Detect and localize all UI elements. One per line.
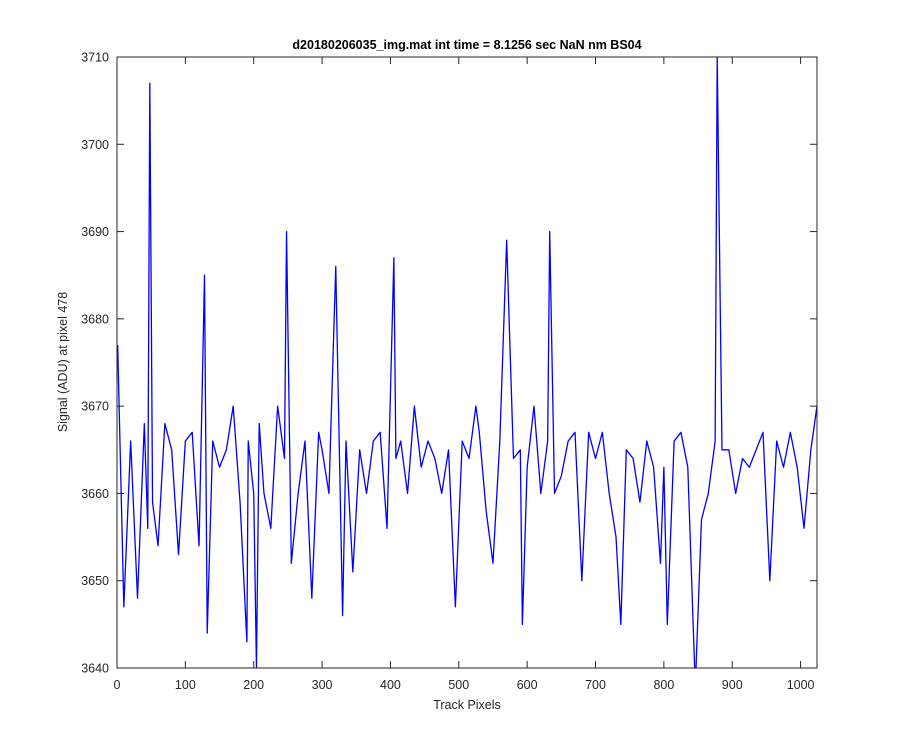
y-tick-label: 3650 [81, 574, 109, 588]
x-tick-label: 600 [517, 678, 538, 692]
x-tick-label: 800 [653, 678, 674, 692]
y-tick-label: 3710 [81, 51, 109, 65]
x-tick-label: 200 [243, 678, 264, 692]
x-tick-label: 1000 [787, 678, 815, 692]
y-tick-label: 3670 [81, 400, 109, 414]
x-tick-label: 100 [175, 678, 196, 692]
x-tick-label: 0 [114, 678, 121, 692]
x-tick-label: 700 [585, 678, 606, 692]
x-tick-label: 900 [722, 678, 743, 692]
axes-background [117, 57, 817, 668]
y-tick-label: 3690 [81, 225, 109, 239]
y-tick-layer: 3640 3650 3660 3670 3680 3690 3700 3710 [81, 51, 817, 676]
y-tick-label: 3680 [81, 312, 109, 326]
x-tick-label: 500 [448, 678, 469, 692]
y-tick-label: 3640 [81, 662, 109, 676]
axes-frame [116, 56, 818, 669]
y-axis-label: Signal (ADU) at pixel 478 [56, 292, 70, 432]
x-tick-label: 400 [380, 678, 401, 692]
y-tick-label: 3700 [81, 138, 109, 152]
y-tick-label: 3660 [81, 487, 109, 501]
x-tick-label: 300 [312, 678, 333, 692]
chart-title: d20180206035_img.mat int time = 8.1256 s… [292, 38, 641, 52]
x-tick-layer: 0 100 200 300 400 500 600 700 800 900 1000 [114, 57, 815, 692]
x-axis-label: Track Pixels [433, 698, 501, 712]
